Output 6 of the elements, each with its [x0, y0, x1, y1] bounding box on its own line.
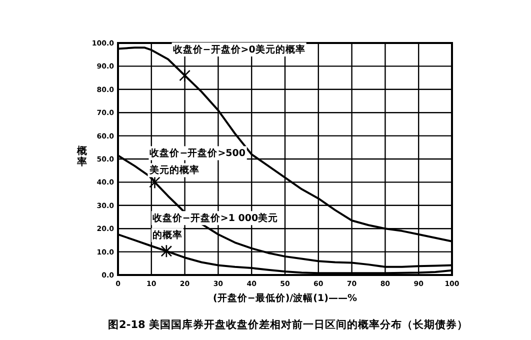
annotation: 收盘价−开盘价>0美元的概率 [172, 42, 306, 56]
y-axis-title: 概率 [76, 145, 88, 168]
annotation: 收盘价−开盘价>500美元的概率 [148, 146, 247, 178]
annotation: 收盘价−开盘价>1 000美元的概率 [151, 211, 280, 242]
text: 图2-18 美国国库券开盘收盘价差相对前一日区间的概率分布（长期债券） [108, 318, 468, 331]
x-axis-title: (开盘价−最低价)/波幅(1)——% [213, 292, 358, 304]
